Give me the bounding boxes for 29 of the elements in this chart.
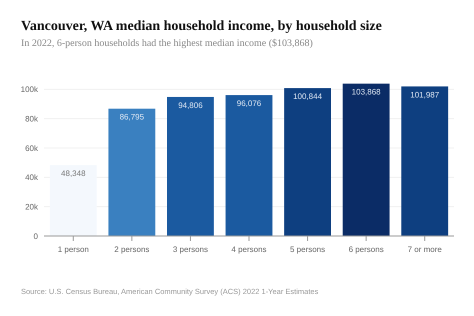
chart-title: Vancouver, WA median household income, by household size xyxy=(21,19,382,34)
x-tick-label: 4 persons xyxy=(231,245,267,254)
data-label: 94,806 xyxy=(178,100,204,110)
bar xyxy=(342,84,390,236)
data-label: 86,795 xyxy=(120,112,145,122)
bar xyxy=(284,88,331,236)
y-tick-label: 60k xyxy=(25,144,39,153)
y-tick-label: 100k xyxy=(20,85,39,94)
y-tick-label: 20k xyxy=(25,202,39,212)
x-tick-label: 3 persons xyxy=(172,245,208,254)
bar xyxy=(50,165,97,236)
x-tick-label: 1 person xyxy=(58,245,89,254)
bar xyxy=(108,108,156,236)
data-label: 100,844 xyxy=(293,92,323,102)
x-tick-label: 2 persons xyxy=(114,245,150,254)
chart-subtitle: In 2022, 6-person households had the highest median income ($103,868) xyxy=(21,38,313,49)
y-tick-label: 40k xyxy=(25,173,39,182)
x-tick-label: 6 persons xyxy=(348,245,384,254)
bar xyxy=(401,86,448,236)
data-label: 103,868 xyxy=(352,88,382,97)
data-label: 96,076 xyxy=(236,99,262,108)
bar xyxy=(226,95,272,236)
data-label: 48,348 xyxy=(61,169,86,178)
data-label: 101,987 xyxy=(410,90,440,100)
x-tick-label: 7 or more xyxy=(408,245,442,254)
x-tick-label: 5 persons xyxy=(290,245,326,254)
y-tick-label: 0 xyxy=(34,232,39,241)
y-tick-label: 80k xyxy=(25,114,39,124)
bar xyxy=(167,96,214,236)
